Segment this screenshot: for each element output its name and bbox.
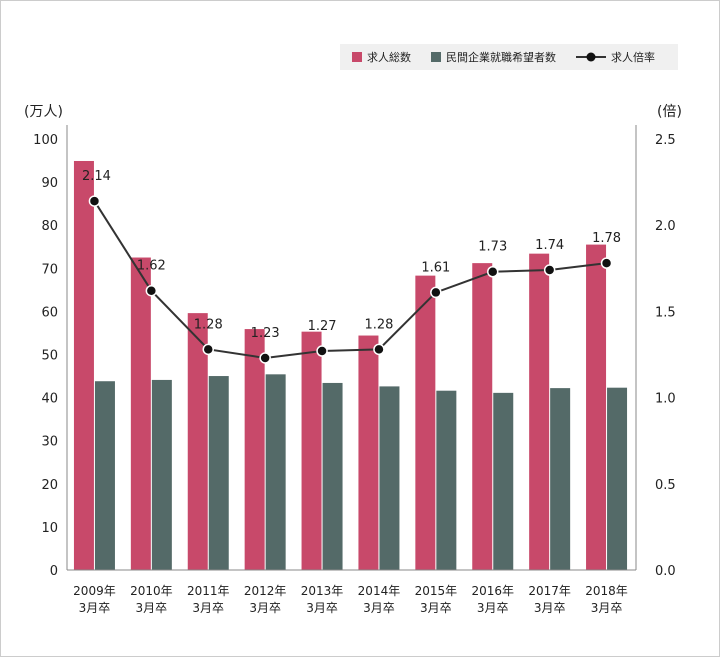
x-tick-label-month: 3月卒 [79, 601, 111, 615]
right-tick-label: 0.0 [655, 564, 676, 579]
left-tick-label: 30 [41, 435, 58, 450]
bar-total-jobs [130, 257, 151, 570]
right-axis-ticks: 0.0 0.5 1.0 1.5 2.0 2.5 [655, 133, 676, 579]
bar-job-seekers [436, 390, 457, 570]
x-tick-label-year: 2009年 [73, 584, 116, 598]
legend-label-ratio: 求人倍率 [611, 50, 655, 64]
ratio-data-label: 1.27 [308, 319, 337, 334]
ratio-data-label: 2.14 [82, 169, 111, 184]
ratio-point [487, 265, 499, 278]
x-tick-label-month: 3月卒 [363, 601, 395, 615]
bar-total-jobs [187, 313, 208, 570]
ratio-data-label: 1.28 [364, 317, 393, 332]
ratio-point [202, 343, 214, 356]
ratio-point [259, 352, 271, 364]
left-axis-ticks: 0 10 20 30 40 50 60 70 80 90 100 [33, 133, 58, 579]
axes [66, 125, 637, 571]
legend-marker-ratio [586, 52, 596, 62]
bars [73, 160, 628, 570]
left-tick-label: 100 [33, 133, 58, 148]
right-tick-label: 1.0 [655, 392, 676, 407]
x-tick-label-month: 3月卒 [477, 601, 509, 615]
x-tick-label-year: 2010年 [130, 584, 173, 598]
left-tick-label: 90 [41, 176, 58, 191]
left-tick-label: 50 [41, 349, 58, 364]
left-tick-label: 80 [41, 219, 58, 234]
left-tick-label: 0 [50, 564, 58, 579]
x-tick-label-year: 2018年 [585, 584, 628, 598]
left-axis-unit: (万人) [24, 104, 63, 120]
legend-swatch-total-jobs [352, 52, 362, 62]
legend: 求人総数 民間企業就職希望者数 求人倍率 [340, 44, 678, 70]
bar-total-jobs [73, 160, 94, 570]
x-tick-label-month: 3月卒 [591, 601, 623, 615]
bar-total-jobs [586, 244, 607, 570]
ratio-point [316, 345, 328, 357]
ratio-data-label: 1.74 [535, 238, 564, 253]
bar-job-seekers [493, 392, 514, 570]
bar-job-seekers [151, 379, 172, 570]
left-tick-label: 40 [41, 392, 58, 407]
ratio-point [543, 264, 556, 276]
bar-job-seekers [550, 388, 571, 570]
left-tick-label: 70 [41, 262, 58, 277]
right-axis-unit: (倍) [657, 104, 682, 120]
bar-job-seekers [208, 376, 229, 570]
x-tick-label-year: 2016年 [471, 584, 514, 598]
bar-job-seekers [265, 374, 286, 570]
bar-job-seekers [379, 386, 400, 570]
left-tick-label: 60 [41, 305, 58, 320]
bar-total-jobs [415, 275, 436, 570]
x-tick-label-year: 2014年 [358, 584, 401, 598]
bar-total-jobs [472, 263, 493, 570]
right-tick-label: 2.0 [655, 219, 676, 234]
bar-job-seekers [94, 381, 115, 570]
x-tick-label-year: 2013年 [301, 584, 344, 598]
ratio-data-label: 1.78 [592, 231, 621, 246]
x-tick-label-year: 2017年 [528, 584, 571, 598]
ratio-line [93, 200, 607, 359]
right-tick-label: 2.5 [655, 133, 676, 148]
x-tick-label-year: 2012年 [244, 584, 287, 598]
x-tick-label-month: 3月卒 [420, 601, 452, 615]
bar-total-jobs [529, 253, 550, 570]
left-tick-label: 10 [41, 521, 58, 536]
left-tick-label: 20 [41, 478, 58, 493]
ratio-point [373, 343, 385, 356]
x-axis-labels: 2009年 3月卒 2010年 3月卒 2011年 3月卒 2012年 3月卒 2013年 3月卒… [73, 584, 628, 615]
ratio-point [600, 257, 613, 269]
bar-total-jobs [301, 331, 322, 570]
right-tick-label: 1.5 [655, 305, 676, 320]
bar-job-seekers [607, 387, 628, 570]
right-tick-label: 0.5 [655, 478, 676, 493]
ratio-point [145, 284, 158, 297]
legend-label-total-jobs: 求人総数 [367, 50, 411, 64]
ratio-data-label: 1.73 [478, 240, 507, 255]
x-tick-label-month: 3月卒 [534, 601, 566, 615]
x-tick-label-month: 3月卒 [249, 601, 281, 615]
ratio-data-label: 1.23 [251, 326, 280, 341]
legend-swatch-job-seekers [431, 52, 441, 62]
legend-background [340, 44, 678, 70]
bar-total-jobs [358, 335, 379, 570]
x-tick-label-month: 3月卒 [136, 601, 168, 615]
ratio-data-label: 1.28 [194, 317, 223, 332]
bar-total-jobs [244, 329, 265, 570]
ratio-point [430, 286, 442, 299]
bar-job-seekers [322, 382, 343, 570]
x-tick-label-month: 3月卒 [192, 601, 224, 615]
x-tick-label-month: 3月卒 [306, 601, 338, 615]
ratio-data-label: 1.61 [421, 260, 450, 275]
ratio-data-label: 1.62 [137, 259, 166, 274]
ratio-line-layer: 2.14 1.62 1.28 1.23 1.27 1.28 1.61 1.73 1.74 1.78 [82, 169, 621, 364]
ratio-point [88, 195, 101, 207]
legend-label-job-seekers: 民間企業就職希望者数 [446, 50, 556, 64]
x-tick-label-year: 2011年 [187, 584, 230, 598]
x-tick-label-year: 2015年 [415, 584, 458, 598]
